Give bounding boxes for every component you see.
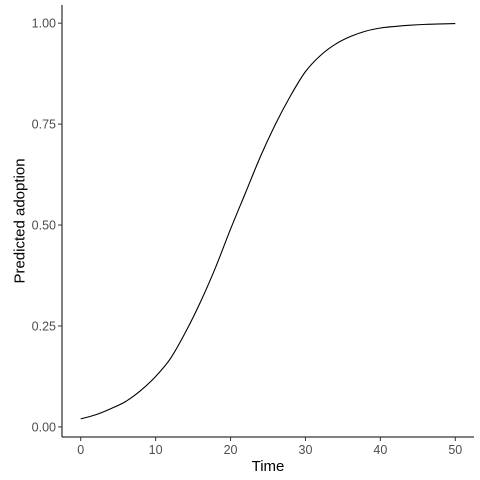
x-tick-label: 40 xyxy=(373,443,387,457)
x-axis-title: Time xyxy=(252,458,285,475)
x-tick-label: 30 xyxy=(299,443,313,457)
axes xyxy=(61,5,474,438)
y-axis-title: Predicted adoption xyxy=(11,158,28,283)
x-tick-label: 0 xyxy=(77,443,84,457)
plot-area xyxy=(80,23,456,420)
y-tick-label: 0.25 xyxy=(32,319,56,333)
y-tick-label: 1.00 xyxy=(32,17,56,31)
y-tick-label: 0.50 xyxy=(32,219,56,233)
y-tick-label: 0.00 xyxy=(32,420,56,434)
series-line xyxy=(80,23,456,420)
y-tick-label: 0.75 xyxy=(32,118,56,132)
x-axis-ticks: 0 10 20 30 40 50 xyxy=(77,437,462,457)
y-axis-ticks: 0.00 0.25 0.50 0.75 1.00 xyxy=(32,17,62,434)
x-tick-label: 20 xyxy=(224,443,238,457)
x-tick-label: 50 xyxy=(448,443,462,457)
x-tick-label: 10 xyxy=(149,443,163,457)
